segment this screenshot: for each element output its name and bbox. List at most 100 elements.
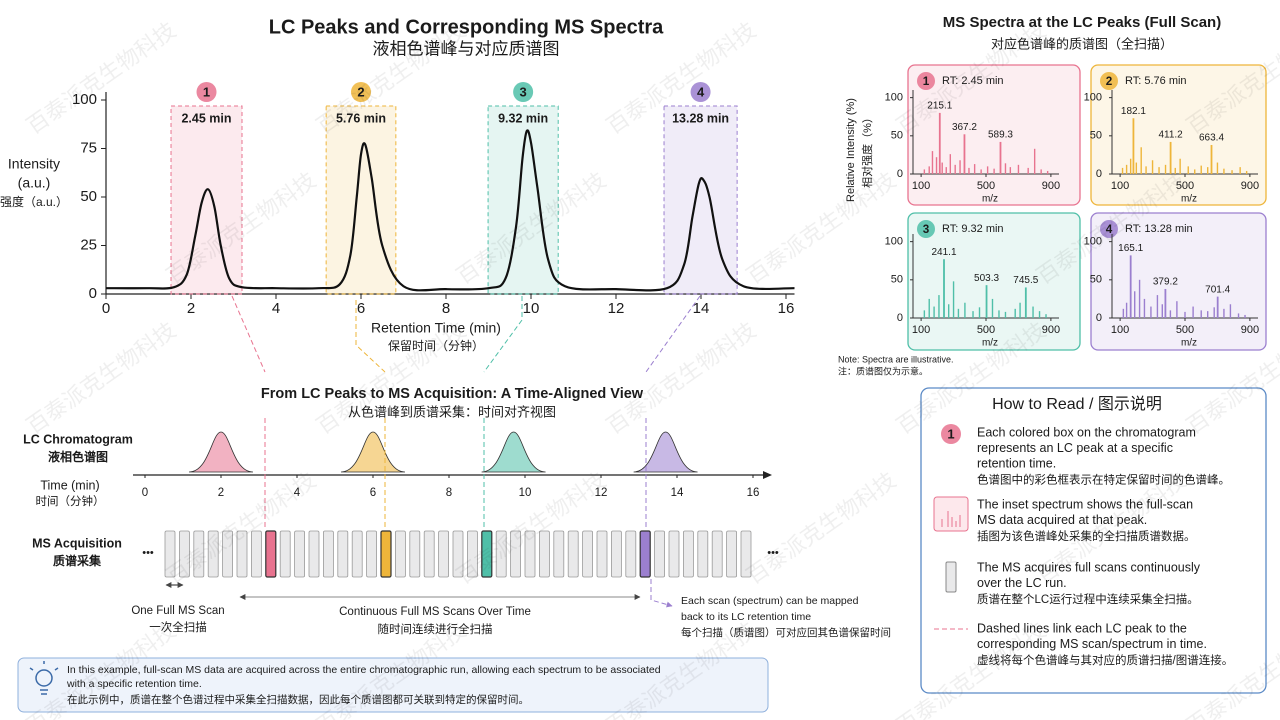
x-axis-label: m/z: [982, 338, 998, 349]
badge: [690, 82, 711, 102]
ms-scan: [337, 530, 349, 578]
ms-scan: [394, 530, 406, 578]
ms-scan: [539, 530, 550, 578]
y-tick-label: 0: [1096, 312, 1102, 324]
badge-number: 3: [923, 223, 930, 236]
peak-time-label: 9.32 min: [498, 111, 548, 125]
badge-number: 4: [697, 84, 705, 99]
x-axis-label: 保留时间（分钟）: [388, 338, 484, 353]
legend-text: corresponding MS scan/spectrum in time.: [977, 637, 1207, 651]
x-tick-label: 4: [272, 300, 280, 317]
peak-window: [325, 105, 397, 295]
annotation: 一次全扫描: [149, 620, 207, 634]
y-tick-label: 50: [1090, 130, 1102, 142]
legend-text: 虚线将每个色谱峰与其对应的质谱扫描/图谱连接。: [977, 653, 1233, 667]
x-tick-label: 900: [1042, 180, 1060, 192]
ms-scan: [207, 530, 219, 578]
peak-time-label: 13.28 min: [672, 111, 729, 125]
row-label: LC Chromatogram: [23, 432, 133, 446]
badge-number: 1: [947, 426, 954, 441]
badge: [917, 220, 935, 238]
ms-scan: [409, 530, 421, 578]
legend-text: over the LC run.: [977, 576, 1067, 590]
x-tick-label: 900: [1241, 180, 1259, 192]
x-tick-label: 100: [912, 180, 930, 192]
ms-scan: [567, 530, 579, 578]
x-tick-label: 4: [294, 487, 301, 499]
y-tick-label: 0: [89, 285, 97, 302]
ms-scan: [322, 530, 334, 578]
ms-scan: [438, 530, 450, 578]
ms-scan: [711, 530, 723, 578]
ms-scan: [308, 530, 320, 578]
peak-window: [170, 105, 243, 295]
section-subtitle: 从色谱峰到质谱采集：时间对齐视图: [348, 404, 556, 419]
mini-peak: [481, 431, 546, 473]
mini-peak: [340, 431, 406, 473]
annotation: 每个扫描（质谱图）可对应回其色谱保留时间: [681, 626, 891, 639]
spectrum-title: RT: 5.76 min: [1125, 75, 1187, 87]
badge-number: 2: [357, 84, 364, 99]
legend-text: 插图为该色谱峰处采集的全扫描质谱数据。: [977, 529, 1196, 543]
section-title: MS Spectra at the LC Peaks (Full Scan): [943, 14, 1221, 31]
peak-mz-label: 503.3: [974, 273, 999, 284]
y-tick-label: 100: [1084, 236, 1102, 248]
badge: [917, 72, 935, 90]
x-axis-label: m/z: [1181, 194, 1197, 205]
badge: [1100, 220, 1118, 238]
badge: [941, 424, 961, 444]
legend-text: Dashed lines link each LC peak to the: [977, 621, 1187, 635]
y-tick-label: 75: [80, 139, 97, 156]
footnote-text: 在此示例中，质谱在整个色谱过程中采集全扫描数据，因此每个质谱图都可关联到特定的保…: [67, 693, 529, 706]
y-axis-label: 相对强度（%）: [860, 112, 874, 188]
peak-mz-label: 701.4: [1205, 284, 1230, 295]
link-line: [355, 300, 386, 373]
legend-text: 质谱在整个LC运行过程中连续采集全扫描。: [977, 592, 1199, 606]
y-axis-label: (a.u.): [18, 175, 51, 191]
peak-mz-label: 589.3: [988, 130, 1013, 141]
x-tick-label: 2: [187, 300, 195, 317]
ms-scan: [524, 530, 536, 578]
axis-arrow: [763, 471, 772, 479]
axis-label: Time (min): [40, 478, 99, 492]
annotation: back to its LC retention time: [681, 611, 811, 623]
note: 注：质谱图仅为示意。: [838, 365, 928, 376]
chart-subtitle: 液相色谱峰与对应质谱图: [373, 39, 560, 58]
badge-number: 2: [1106, 75, 1113, 88]
x-tick-label: 500: [1176, 324, 1194, 336]
x-axis-label: Retention Time (min): [371, 320, 501, 336]
x-tick-label: 6: [357, 300, 365, 317]
x-tick-label: 10: [523, 300, 540, 317]
ms-scan: [611, 530, 622, 578]
peak-mz-label: 663.4: [1199, 133, 1224, 144]
ms-scan: [697, 530, 709, 578]
peak-mz-label: 379.2: [1153, 277, 1178, 288]
chart-title: LC Peaks and Corresponding MS Spectra: [269, 16, 664, 38]
ms-scan: [510, 530, 522, 578]
spectrum-panel: [907, 212, 1081, 351]
peak-mz-label: 411.2: [1158, 130, 1183, 141]
y-axis-label: 强度（a.u.）: [0, 194, 68, 209]
ms-scan: [582, 530, 593, 578]
ms-scan: [452, 530, 464, 578]
bulb-icon: [29, 661, 59, 695]
footnote-text: In this example, full-scan MS data are a…: [67, 664, 661, 676]
ms-scan: [222, 530, 234, 578]
legend-panel: [920, 387, 1267, 694]
y-tick-label: 50: [891, 130, 903, 142]
peak-mz-label: 745.5: [1013, 275, 1038, 286]
ellipsis: •••: [142, 547, 154, 559]
legend-text: MS data acquired at that peak.: [977, 513, 1147, 527]
y-axis-label: Relative Intensity (%): [845, 98, 857, 202]
mini-peak: [188, 431, 254, 473]
peak-mz-label: 215.1: [927, 101, 952, 112]
x-tick-label: 500: [977, 324, 995, 336]
x-tick-label: 16: [778, 300, 795, 317]
ms-scan: [294, 530, 306, 578]
row-label: 液相色谱图: [48, 449, 108, 464]
badge-number: 4: [1106, 223, 1113, 236]
ms-scan: [279, 530, 291, 578]
x-tick-label: 0: [102, 300, 110, 317]
y-tick-label: 50: [891, 274, 903, 286]
ms-scan: [236, 530, 248, 578]
